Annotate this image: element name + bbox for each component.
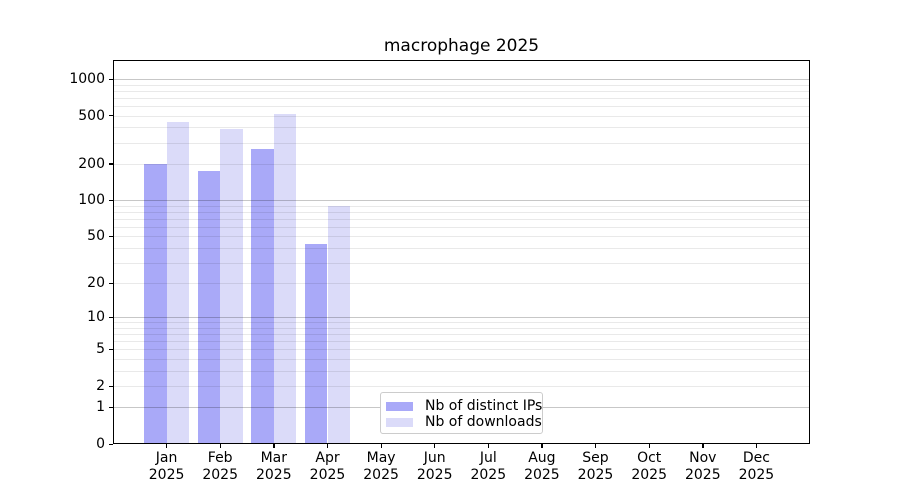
gridline-minor-70 bbox=[114, 218, 809, 220]
gridline-minor-20 bbox=[114, 283, 809, 285]
bar-downloads-feb bbox=[220, 129, 243, 444]
y-tick-500 bbox=[109, 115, 113, 117]
x-tick-feb bbox=[219, 444, 221, 448]
gridline-minor-80 bbox=[114, 211, 809, 213]
legend-item-downloads: Nb of downloads bbox=[386, 414, 542, 430]
gridline-minor-6 bbox=[114, 341, 809, 343]
gridline-minor-50 bbox=[114, 236, 809, 238]
y-tick-200 bbox=[109, 163, 113, 165]
gridline-minor-300 bbox=[114, 142, 809, 144]
chart-title: macrophage 2025 bbox=[383, 36, 540, 56]
y-tick-1000 bbox=[109, 78, 113, 80]
bar-downloads-mar bbox=[273, 113, 297, 444]
x-tick-label-nov: Nov 2025 bbox=[684, 450, 721, 483]
gridline-minor-800 bbox=[114, 90, 809, 92]
x-tick-mar bbox=[273, 444, 275, 448]
y-tick-label-500: 500 bbox=[78, 107, 105, 124]
y-tick-2 bbox=[109, 385, 113, 387]
legend-label-downloads: Nb of downloads bbox=[425, 414, 542, 430]
y-tick-0 bbox=[109, 443, 113, 445]
x-tick-nov bbox=[702, 444, 704, 448]
gridline-minor-700 bbox=[114, 97, 809, 99]
gridline-major-100 bbox=[114, 200, 809, 202]
y-tick-label-5: 5 bbox=[96, 341, 105, 358]
legend-item-distinct-ips: Nb of distinct IPs bbox=[386, 398, 542, 414]
y-tick-100 bbox=[109, 199, 113, 201]
y-tick-1 bbox=[109, 406, 113, 409]
gridline-minor-9 bbox=[114, 322, 809, 324]
legend-swatch-downloads bbox=[386, 417, 413, 427]
gridline-major-1000 bbox=[114, 79, 809, 80]
y-tick-label-1: 1 bbox=[96, 399, 105, 416]
gridline-minor-40 bbox=[114, 247, 809, 249]
gridline-minor-60 bbox=[114, 226, 809, 228]
y-tick-10 bbox=[109, 316, 113, 319]
gridline-minor-90 bbox=[114, 205, 809, 207]
y-tick-label-20: 20 bbox=[87, 275, 105, 292]
y-tick-label-10: 10 bbox=[87, 309, 105, 326]
x-tick-label-jul: Jul 2025 bbox=[470, 450, 507, 483]
x-tick-label-jan: Jan 2025 bbox=[148, 450, 185, 483]
gridline-minor-7 bbox=[114, 334, 809, 336]
bar-distinct-ips-mar bbox=[251, 149, 274, 444]
y-tick-label-100: 100 bbox=[78, 192, 105, 209]
x-tick-jun bbox=[434, 444, 436, 448]
y-tick-20 bbox=[109, 282, 113, 284]
gridline-major-10 bbox=[114, 317, 809, 319]
x-tick-dec bbox=[755, 444, 758, 448]
bar-distinct-ips-apr bbox=[305, 244, 328, 444]
x-tick-apr bbox=[327, 444, 329, 448]
y-tick-label-50: 50 bbox=[87, 228, 105, 245]
y-tick-label-2: 2 bbox=[96, 378, 105, 394]
x-tick-jan bbox=[166, 444, 168, 448]
gridline-minor-500 bbox=[114, 115, 809, 117]
legend-swatch-distinct-ips bbox=[386, 401, 413, 411]
gridline-minor-900 bbox=[114, 84, 809, 86]
x-tick-label-jun: Jun 2025 bbox=[416, 450, 453, 483]
x-tick-label-aug: Aug 2025 bbox=[524, 450, 560, 483]
x-tick-sep bbox=[595, 444, 597, 448]
legend-label-distinct-ips: Nb of distinct IPs bbox=[425, 398, 543, 414]
bar-downloads-jan bbox=[166, 121, 189, 444]
bar-downloads-apr bbox=[327, 206, 350, 444]
y-tick-5 bbox=[109, 348, 113, 351]
gridline-minor-3 bbox=[114, 370, 809, 372]
x-tick-label-dec: Dec 2025 bbox=[738, 450, 775, 483]
x-tick-label-feb: Feb 2025 bbox=[202, 450, 238, 483]
bar-distinct-ips-feb bbox=[197, 170, 221, 444]
legend: Nb of distinct IPs Nb of downloads bbox=[380, 392, 543, 434]
x-tick-aug bbox=[541, 444, 543, 448]
gridline-minor-4 bbox=[114, 359, 809, 360]
x-tick-label-mar: Mar 2025 bbox=[255, 450, 292, 483]
y-tick-50 bbox=[109, 235, 113, 238]
gridline-minor-30 bbox=[114, 262, 809, 264]
gridline-minor-200 bbox=[114, 163, 809, 165]
gridline-minor-2 bbox=[114, 386, 809, 387]
x-tick-label-apr: Apr 2025 bbox=[309, 450, 346, 483]
x-tick-label-sep: Sep 2025 bbox=[577, 450, 614, 483]
x-tick-may bbox=[380, 444, 382, 448]
x-tick-jul bbox=[487, 444, 490, 448]
x-tick-label-may: May 2025 bbox=[363, 450, 399, 483]
x-tick-label-oct: Oct 2025 bbox=[631, 450, 667, 483]
gridline-minor-400 bbox=[114, 127, 809, 129]
y-tick-label-1000: 1000 bbox=[69, 71, 105, 87]
gridline-minor-8 bbox=[114, 327, 809, 329]
gridline-minor-600 bbox=[114, 105, 809, 107]
y-tick-label-200: 200 bbox=[78, 155, 105, 172]
x-tick-oct bbox=[648, 444, 650, 448]
bar-distinct-ips-jan bbox=[144, 163, 167, 444]
gridline-minor-5 bbox=[114, 349, 809, 351]
y-tick-label-0: 0 bbox=[96, 436, 105, 452]
